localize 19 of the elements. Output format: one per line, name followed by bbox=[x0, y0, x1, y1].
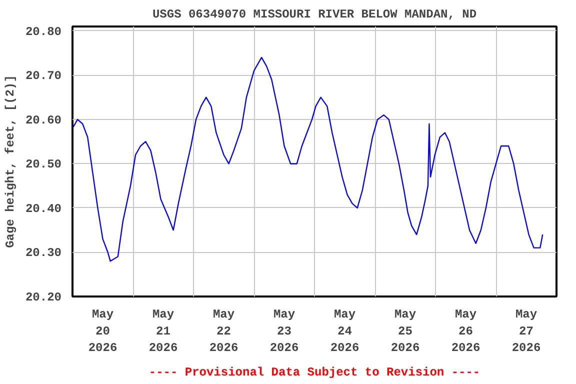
x-tick-label: May 24 2026 bbox=[330, 308, 360, 356]
y-tick-label: 20.50 bbox=[25, 158, 62, 172]
y-tick-label: 20.80 bbox=[25, 24, 62, 39]
x-tick-label: May 26 2026 bbox=[451, 308, 480, 356]
y-tick-label: 20.40 bbox=[25, 202, 62, 216]
x-tick-label: May 21 2026 bbox=[148, 308, 178, 356]
y-tick-label: 20.70 bbox=[25, 69, 62, 84]
chart-title: USGS 06349070 MISSOURI RIVER BELOW MANDAN, ND bbox=[152, 8, 477, 22]
x-tick-label: May 27 2026 bbox=[512, 308, 541, 356]
x-tick-label: May 22 2026 bbox=[209, 308, 238, 356]
x-tick-label: May 25 2026 bbox=[390, 308, 420, 356]
y-tick-label: 20.30 bbox=[25, 246, 62, 260]
x-tick-label: May 20 2026 bbox=[88, 308, 118, 356]
y-axis-title: Gage height, feet, [(2)] bbox=[3, 75, 18, 248]
y-tick-label: 20.20 bbox=[25, 290, 62, 304]
x-tick-label: May 23 2026 bbox=[270, 308, 299, 356]
line-series bbox=[72, 56, 544, 262]
y-tick-label: 20.60 bbox=[25, 113, 62, 128]
text: ---- Provisional Data Subject to Revision ---- bbox=[148, 366, 480, 380]
